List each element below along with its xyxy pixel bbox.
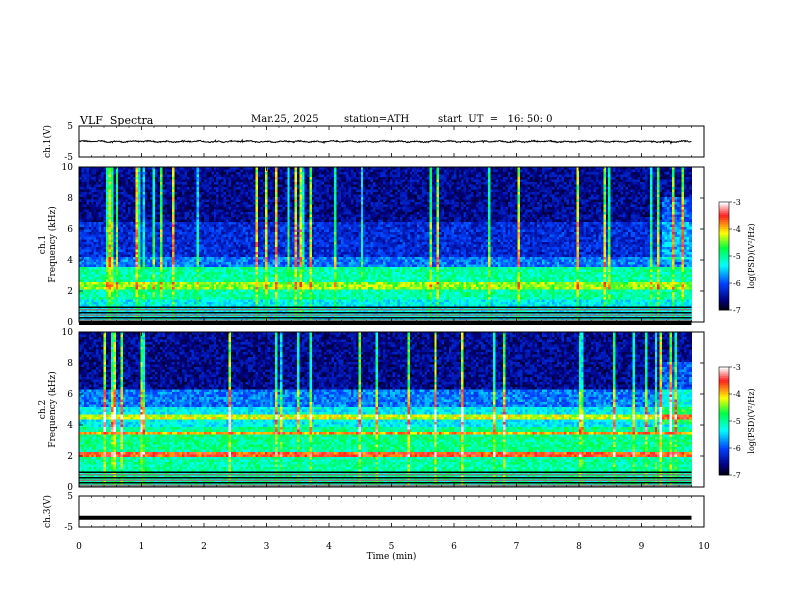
colorbar-tick-label: -4	[733, 225, 741, 234]
x-tick-label: 6	[451, 542, 457, 552]
y-axis-label: ch.3(V)	[42, 495, 53, 528]
x-tick-label: 10	[698, 542, 710, 552]
colorbar-tick-label: -3	[733, 198, 741, 207]
x-tick-label: 8	[576, 542, 582, 552]
colorbar-tick-label: -4	[733, 390, 741, 399]
y-tick-label: 6	[67, 225, 73, 235]
y-tick-label: 5	[67, 492, 73, 502]
colorbar-tick-label: -7	[733, 471, 741, 480]
colorbar-tick-label: -5	[733, 417, 741, 426]
y-axis-label-channel: ch.1	[38, 235, 48, 254]
x-tick-label: 4	[326, 542, 332, 552]
x-tick-label: 7	[514, 542, 520, 552]
y-axis-label: ch.1(V)	[42, 125, 53, 158]
colorbar-label: log(PSD)(V²/Hz)	[747, 223, 756, 288]
y-tick-label: 10	[62, 163, 74, 173]
x-tick-label: 1	[139, 542, 145, 552]
y-tick-label: 0	[67, 318, 73, 328]
ch1-spectrogram-image	[79, 167, 692, 325]
y-tick-label: -5	[64, 523, 73, 533]
y-tick-label: 2	[67, 452, 73, 462]
waveform-panel-frame	[79, 496, 704, 527]
x-tick-label: 2	[201, 542, 207, 552]
y-tick-label: 4	[67, 421, 73, 431]
x-tick-label: 0	[76, 542, 82, 552]
y-tick-label: 6	[67, 390, 73, 400]
y-axis-label-channel: ch.2	[38, 400, 48, 419]
colorbar-tick-label: -6	[733, 279, 741, 288]
x-axis-label: Time (min)	[367, 551, 417, 562]
colorbar-tick-label: -6	[733, 444, 741, 453]
x-tick-label: 9	[639, 542, 645, 552]
colorbar-tick-label: -5	[733, 252, 741, 261]
y-tick-label: -5	[64, 153, 73, 163]
y-tick-label: 8	[67, 359, 73, 369]
ch1-trace	[79, 140, 692, 143]
x-tick-label: 3	[264, 542, 270, 552]
y-tick-label: 5	[67, 122, 73, 132]
y-axis-label-frequency: Frequency (kHz)	[47, 371, 58, 448]
y-axis-label-frequency: Frequency (kHz)	[47, 206, 58, 283]
y-tick-label: 10	[62, 328, 74, 338]
colorbar-tick-label: -7	[733, 306, 741, 315]
y-tick-label: 4	[67, 256, 73, 266]
colorbar-tick-label: -3	[733, 363, 741, 372]
ch2-spectrogram-image	[79, 332, 692, 487]
y-tick-label: 8	[67, 194, 73, 204]
x-tick-label: 5	[389, 542, 395, 552]
y-tick-label: 2	[67, 287, 73, 297]
colorbar-label: log(PSD)(V²/Hz)	[747, 388, 756, 453]
